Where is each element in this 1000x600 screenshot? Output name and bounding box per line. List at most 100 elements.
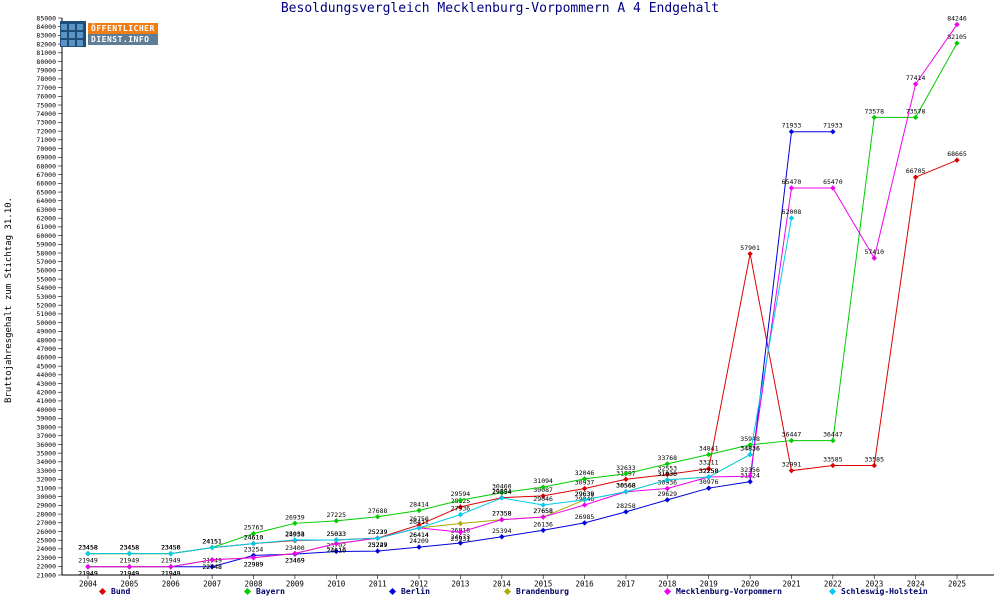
data-point-marker: [416, 544, 422, 550]
svg-text:26414: 26414: [409, 531, 429, 539]
svg-text:66000: 66000: [36, 180, 56, 188]
svg-text:2009: 2009: [286, 580, 304, 589]
svg-text:32991: 32991: [782, 461, 802, 469]
svg-text:25229: 25229: [368, 541, 388, 549]
legend-marker-icon: [388, 587, 397, 596]
svg-text:25229: 25229: [368, 541, 388, 549]
svg-text:41000: 41000: [36, 397, 56, 405]
svg-text:73578: 73578: [864, 107, 884, 115]
legend-marker-icon: [663, 587, 672, 596]
legend-label: Brandenburg: [516, 587, 569, 596]
svg-text:64000: 64000: [36, 197, 56, 205]
legend-label: Bayern: [256, 587, 285, 596]
svg-text:47000: 47000: [36, 345, 56, 353]
svg-text:36000: 36000: [36, 441, 56, 449]
legend: Bund Bayern Berlin Brandenburg Mecklenburg-V…: [0, 587, 1000, 600]
data-point-marker: [333, 540, 339, 547]
svg-text:43000: 43000: [36, 380, 56, 388]
svg-text:2007: 2007: [203, 580, 221, 589]
data-point-marker: [706, 485, 712, 491]
svg-text:2006: 2006: [162, 580, 181, 589]
data-point-marker: [499, 495, 505, 501]
data-point-marker: [788, 215, 795, 221]
data-point-marker: [126, 564, 133, 570]
data-point-marker: [168, 564, 174, 570]
svg-text:21949: 21949: [161, 570, 181, 578]
svg-text:2020: 2020: [741, 580, 760, 589]
svg-text:66705: 66705: [906, 167, 926, 175]
svg-text:29638: 29638: [575, 490, 595, 498]
svg-text:23450: 23450: [161, 544, 181, 552]
data-point-marker: [457, 497, 464, 503]
logo-text-line2: DIENST.INFO: [88, 34, 158, 45]
svg-text:40000: 40000: [36, 406, 56, 414]
svg-text:24151: 24151: [202, 538, 222, 546]
legend-item-berlin: Berlin: [388, 587, 430, 596]
data-point-marker: [209, 557, 215, 563]
series-mecklenburg-vorpommern: 21949 21949 21949 22748 22989 23469 24610 25229…: [78, 15, 967, 578]
svg-text:22748: 22748: [202, 563, 222, 571]
legend-item-bund: Bund: [98, 587, 130, 596]
svg-text:62000: 62000: [36, 214, 56, 222]
svg-text:27358: 27358: [492, 510, 512, 518]
svg-text:29639: 29639: [575, 490, 595, 498]
svg-text:30976: 30976: [699, 478, 719, 486]
data-point-marker: [250, 540, 257, 547]
data-point-marker: [747, 451, 753, 458]
svg-text:27688: 27688: [368, 507, 388, 515]
svg-text:70000: 70000: [36, 145, 56, 153]
svg-text:42000: 42000: [36, 389, 56, 397]
svg-text:24958: 24958: [285, 531, 305, 539]
data-point-marker: [540, 527, 546, 534]
data-point-marker: [830, 437, 836, 444]
svg-text:36447: 36447: [782, 431, 802, 439]
data-point-marker: [747, 473, 753, 479]
svg-text:53000: 53000: [36, 293, 56, 301]
svg-text:52000: 52000: [36, 302, 56, 310]
svg-text:31930: 31930: [658, 470, 678, 478]
svg-text:22989: 22989: [244, 561, 264, 569]
site-logo[interactable]: ÖFFENTLICHER DIENST.INFO: [60, 21, 158, 47]
svg-text:29594: 29594: [451, 490, 471, 498]
svg-text:25033: 25033: [326, 530, 346, 538]
svg-text:32258: 32258: [699, 467, 719, 475]
svg-text:80000: 80000: [36, 58, 56, 66]
svg-text:32553: 32553: [658, 464, 678, 472]
series-value-labels: 23458 23458 23450 24151 25763 26939 27225 27688…: [78, 33, 967, 551]
svg-text:71000: 71000: [36, 136, 56, 144]
svg-text:23000: 23000: [36, 554, 56, 562]
data-point-marker: [788, 185, 795, 191]
data-point-marker: [540, 493, 546, 499]
svg-text:2008: 2008: [244, 580, 263, 589]
svg-text:31000: 31000: [36, 484, 56, 492]
svg-text:25239: 25239: [368, 528, 388, 536]
data-point-marker: [664, 497, 671, 503]
svg-text:2013: 2013: [451, 580, 469, 589]
data-point-marker: [912, 174, 919, 180]
svg-text:33768: 33768: [658, 454, 678, 462]
data-point-marker: [871, 114, 877, 121]
data-point-marker: [581, 520, 588, 526]
svg-text:28000: 28000: [36, 510, 56, 518]
data-point-marker: [954, 40, 960, 46]
svg-text:38000: 38000: [36, 423, 56, 431]
svg-text:74000: 74000: [36, 110, 56, 118]
svg-text:78000: 78000: [36, 75, 56, 83]
svg-text:32356: 32356: [740, 466, 760, 474]
data-point-marker: [747, 442, 753, 448]
svg-text:27358: 27358: [492, 510, 512, 518]
legend-item-brandenburg: Brandenburg: [503, 587, 569, 596]
svg-text:81000: 81000: [36, 49, 56, 57]
svg-text:24610: 24610: [244, 534, 264, 542]
svg-text:59000: 59000: [36, 241, 56, 249]
svg-text:23458: 23458: [120, 544, 140, 552]
svg-text:21949: 21949: [161, 570, 181, 578]
svg-text:21949: 21949: [120, 570, 140, 578]
svg-text:26939: 26939: [285, 513, 305, 521]
svg-text:25000: 25000: [36, 536, 56, 544]
svg-text:30568: 30568: [616, 482, 636, 490]
svg-text:23450: 23450: [161, 544, 181, 552]
legend-item-schleswig-holstein: Schleswig-Holstein: [828, 587, 928, 596]
